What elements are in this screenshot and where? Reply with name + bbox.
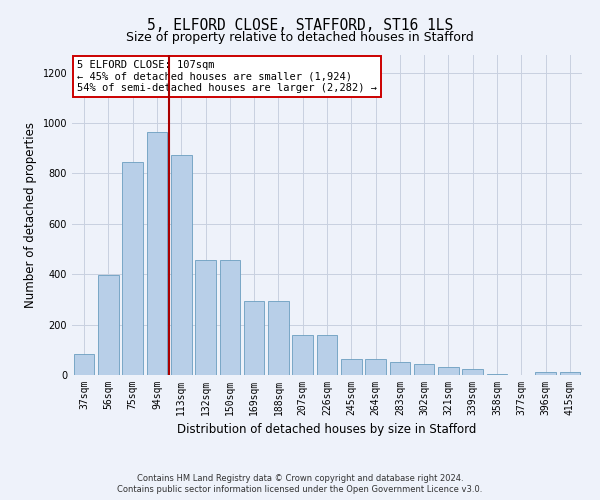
Text: Size of property relative to detached houses in Stafford: Size of property relative to detached ho… (126, 31, 474, 44)
Text: 5, ELFORD CLOSE, STAFFORD, ST16 1LS: 5, ELFORD CLOSE, STAFFORD, ST16 1LS (147, 18, 453, 32)
Bar (146, 132, 167, 375)
Text: Contains HM Land Registry data © Crown copyright and database right 2024.
Contai: Contains HM Land Registry data © Crown c… (118, 474, 482, 494)
Bar (414, 364, 434, 375)
Bar (292, 334, 313, 375)
Bar (341, 358, 362, 375)
Text: 5 ELFORD CLOSE: 107sqm
← 45% of detached houses are smaller (1,924)
54% of semi-: 5 ELFORD CLOSE: 107sqm ← 45% of detached… (77, 60, 377, 93)
Bar (220, 260, 240, 375)
Bar (268, 300, 289, 375)
Bar (171, 154, 191, 375)
Bar (389, 362, 410, 375)
Bar (560, 372, 580, 375)
Bar (98, 276, 119, 375)
Bar (74, 354, 94, 375)
Bar (317, 334, 337, 375)
Bar (365, 358, 386, 375)
Bar (244, 300, 265, 375)
Y-axis label: Number of detached properties: Number of detached properties (24, 122, 37, 308)
Bar (463, 368, 483, 375)
Bar (438, 368, 459, 375)
Bar (122, 162, 143, 375)
Bar (487, 374, 508, 375)
Bar (195, 260, 216, 375)
X-axis label: Distribution of detached houses by size in Stafford: Distribution of detached houses by size … (178, 424, 476, 436)
Bar (535, 372, 556, 375)
